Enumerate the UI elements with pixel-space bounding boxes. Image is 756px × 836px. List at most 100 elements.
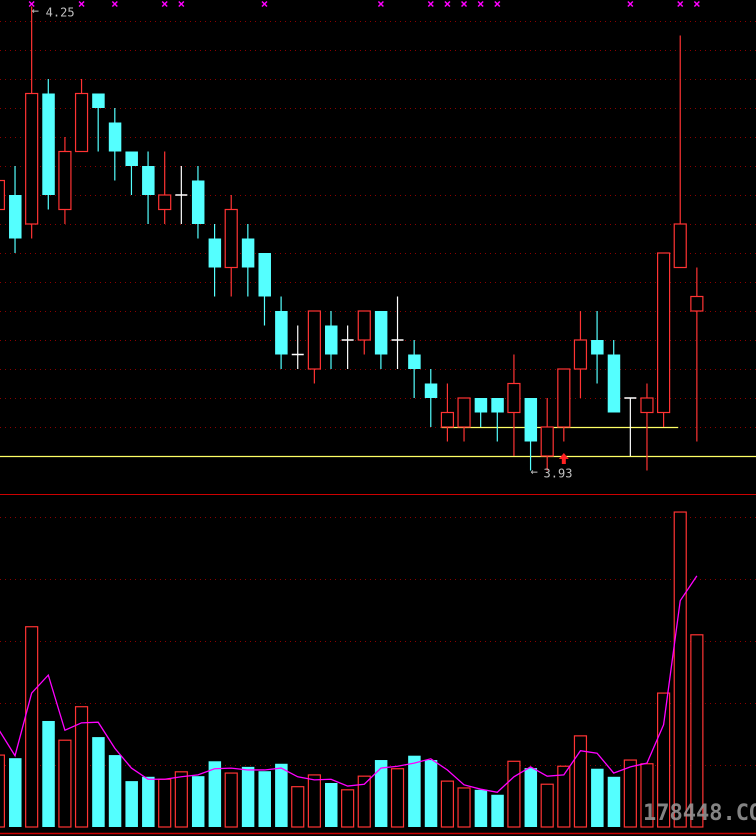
candle-body <box>92 93 105 108</box>
candle-body <box>224 208 238 269</box>
candle-body <box>142 166 155 195</box>
marker-stroke <box>444 0 451 8</box>
candle <box>92 93 105 152</box>
volume-bar <box>524 768 538 827</box>
candle <box>607 340 621 413</box>
volume-bar <box>457 787 471 828</box>
marker-stroke <box>461 0 468 8</box>
candle <box>325 311 338 369</box>
candle <box>307 310 321 384</box>
candle-body <box>357 310 371 341</box>
candle <box>175 166 188 224</box>
candle <box>491 398 504 442</box>
candle <box>191 166 205 239</box>
volume-bar <box>656 692 671 828</box>
candle <box>507 354 521 456</box>
candle <box>291 325 304 369</box>
candle <box>241 224 255 297</box>
candle <box>573 311 588 398</box>
candle-body <box>656 252 671 414</box>
candle <box>673 35 687 269</box>
low-annotation: ← 3.93 <box>531 465 573 481</box>
candle <box>624 397 637 456</box>
candle-body <box>158 194 172 211</box>
candle-body <box>524 398 538 442</box>
volume-bar <box>74 706 89 828</box>
candle <box>408 340 421 398</box>
candle-body <box>507 382 521 414</box>
signal-marker-icon <box>377 0 384 8</box>
candle <box>474 398 488 427</box>
candle-body <box>440 411 455 428</box>
signal-marker-icon <box>161 0 168 8</box>
candle-body <box>474 398 488 413</box>
candle-body <box>607 354 621 413</box>
candle <box>690 267 704 442</box>
candle-body <box>58 150 72 211</box>
volume-bar <box>224 772 238 828</box>
candle-body <box>0 179 6 211</box>
marker-stroke <box>78 0 85 8</box>
volume-grid <box>0 517 756 766</box>
marker-stroke <box>677 0 684 8</box>
volume-bar <box>158 778 172 828</box>
candle <box>125 151 138 195</box>
volume-bar <box>390 768 405 828</box>
volume-bar <box>42 720 55 827</box>
candle <box>640 383 654 471</box>
candle <box>656 252 671 427</box>
low-arrow: ← <box>531 465 538 479</box>
candle <box>357 310 371 355</box>
signal-marker-icon <box>427 0 434 8</box>
candle <box>158 151 172 224</box>
candle-body <box>408 354 421 369</box>
volume-bar <box>275 763 288 827</box>
buy-arrow-icon <box>558 453 569 464</box>
volume-panel <box>0 511 704 828</box>
candle <box>25 6 39 239</box>
candle-body <box>25 92 39 225</box>
marker-stroke <box>28 0 35 8</box>
signal-marker-icon <box>444 0 451 8</box>
candle-body <box>374 311 388 355</box>
volume-bar <box>357 775 371 828</box>
candle-body <box>457 397 471 428</box>
watermark: 178448.COM <box>643 801 756 826</box>
volume-bar <box>507 760 521 828</box>
signal-marker-icon <box>111 0 118 8</box>
volume-bar <box>25 626 39 828</box>
volume-ma-line <box>0 575 698 793</box>
candle-body <box>241 238 255 268</box>
candle <box>108 108 122 181</box>
candle-body <box>275 311 288 355</box>
signal-marker-icon <box>28 0 35 8</box>
low-price-label: 3.93 <box>544 467 573 481</box>
volume-bar <box>573 735 588 828</box>
support-lines <box>0 426 756 458</box>
candle-body <box>573 339 588 370</box>
signal-marker-icon <box>461 0 468 8</box>
candle <box>374 311 388 369</box>
volume-bar <box>474 789 488 827</box>
volume-bar <box>0 754 6 828</box>
candle <box>341 325 354 369</box>
candle-body <box>74 92 89 153</box>
volume-bar <box>92 737 105 827</box>
candle-body <box>424 383 438 398</box>
marker-stroke <box>494 0 501 8</box>
candle <box>524 398 538 471</box>
volume-bar <box>424 760 438 827</box>
candle <box>275 296 288 369</box>
volume-bar <box>374 760 388 827</box>
candle <box>142 151 155 224</box>
signal-marker-icon <box>178 0 185 8</box>
volume-bar <box>557 765 571 828</box>
candle-body <box>673 223 687 269</box>
marker-stroke <box>427 0 434 8</box>
volume-bar <box>58 739 72 828</box>
price-grid <box>0 21 756 428</box>
candle <box>440 383 455 442</box>
volume-bar <box>241 766 255 827</box>
volume-bar <box>673 511 687 828</box>
